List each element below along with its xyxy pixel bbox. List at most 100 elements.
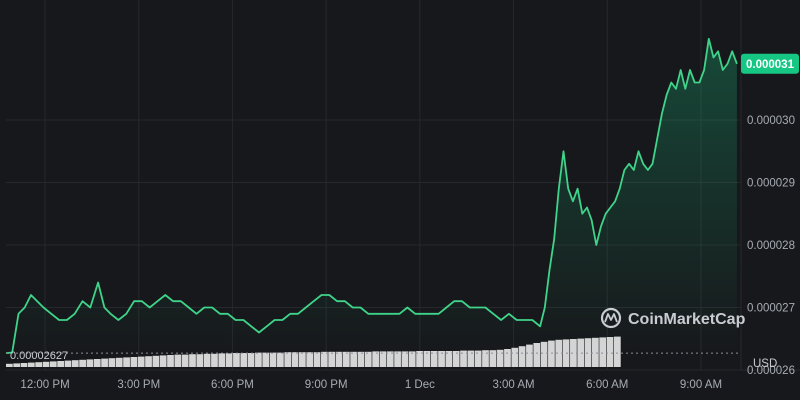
volume-bar [489, 350, 497, 367]
volume-bar [240, 353, 248, 367]
volume-bar [93, 359, 101, 367]
volume-bar [423, 351, 431, 367]
volume-bar [181, 354, 189, 367]
volume-bar [42, 361, 50, 367]
volume-bar [20, 363, 28, 367]
volume-bar [269, 352, 277, 367]
y-axis: 0.000026 0.000027 0.000028 0.000029 0.000030 [747, 115, 795, 377]
x-tick-label: 3:00 AM [492, 379, 534, 391]
volume-bar [35, 362, 43, 367]
x-axis: 12:00 PM 3:00 PM 6:00 PM 9:00 PM 1 Dec 3:00 A… [20, 379, 722, 391]
brand-name: CoinMarketCap [628, 311, 746, 328]
volume-bar [291, 352, 299, 367]
volume-bar [504, 349, 511, 367]
volume-bar [123, 357, 130, 367]
volume-bar [27, 362, 35, 367]
volume-bar [145, 356, 152, 367]
volume-bar [438, 351, 445, 367]
volume-bar [416, 351, 423, 367]
volume-bar [496, 349, 504, 367]
volume-bar [482, 350, 489, 367]
volume-bar [225, 353, 233, 367]
volume-bar [108, 358, 116, 367]
volume-bar [511, 347, 519, 367]
volume-bar [452, 351, 460, 367]
volume-bar [159, 355, 167, 367]
volume-bar [79, 359, 86, 367]
volume-bar [262, 352, 270, 367]
volume-bar [350, 351, 358, 367]
last-price-label: 0.000031 [746, 59, 795, 71]
price-line [5, 37, 738, 354]
volume-bar [284, 352, 292, 367]
volume-bar [203, 353, 211, 367]
volume-bar [13, 363, 21, 367]
volume-bar [101, 358, 108, 367]
volume-bar [277, 352, 284, 367]
volume-bar [218, 353, 226, 367]
volume-bar [467, 350, 475, 367]
volume-bar [64, 360, 72, 367]
volume-bar [526, 344, 533, 367]
volume-bar [255, 352, 262, 367]
volume-bar [548, 340, 555, 367]
volume-bar [401, 351, 409, 367]
volume-bar [71, 360, 79, 367]
volume-bar [533, 343, 541, 367]
price-area-fill [6, 38, 737, 354]
y-tick-label: 0.000029 [747, 178, 795, 190]
volume-bar [167, 355, 174, 367]
volume-bar [247, 353, 255, 367]
x-tick-label: 1 Dec [405, 379, 435, 391]
coinmarketcap-icon [600, 307, 622, 329]
volume-bar [394, 351, 401, 367]
volume-bar [86, 359, 94, 367]
volume-bar [233, 353, 240, 367]
volume-bar [115, 357, 123, 367]
volume-bar [6, 363, 13, 367]
x-tick-label: 6:00 AM [586, 379, 628, 391]
volume-bar [430, 351, 438, 367]
volume-bar [152, 355, 160, 367]
volume-bar [357, 351, 365, 367]
volume-bar [320, 351, 328, 367]
volume-bar [408, 351, 416, 367]
volume-bar [189, 354, 196, 367]
volume-bar [299, 352, 306, 367]
volume-bar [306, 352, 314, 367]
volume-bar [335, 351, 343, 367]
volume-bar [445, 351, 453, 367]
volume-bar [57, 361, 65, 367]
volume-bar [49, 361, 57, 367]
volume-bar [460, 350, 467, 367]
last-price-badge: 0.000031 [741, 53, 799, 74]
volume-bar [555, 339, 563, 367]
volume-bar [174, 354, 182, 367]
last-price-badge-bg [741, 53, 799, 74]
x-tick-label: 9:00 PM [305, 379, 348, 391]
volume-bar [518, 346, 526, 367]
y-tick-label: 0.000028 [747, 240, 795, 252]
volume-bar [196, 354, 204, 367]
y-tick-label: 0.000026 [747, 365, 795, 377]
volume-bar [364, 351, 372, 367]
volume-bar [379, 351, 387, 367]
volume-bar [372, 351, 379, 367]
x-tick-label: 6:00 PM [211, 379, 254, 391]
currency-label: USD [753, 358, 777, 370]
brand-logo: CoinMarketCap [600, 307, 746, 329]
volume-bar [313, 352, 321, 367]
volume-bar [130, 357, 138, 367]
volume-bar [386, 351, 394, 367]
volume-bar [540, 341, 548, 367]
y-tick-label: 0.000030 [747, 115, 795, 127]
x-tick-label: 12:00 PM [20, 379, 69, 391]
volume-bar [137, 356, 145, 367]
x-tick-label: 3:00 PM [117, 379, 160, 391]
volume-bar [211, 353, 218, 367]
open-price-label: 0.00002627 [10, 350, 68, 362]
x-tick-label: 9:00 AM [680, 379, 722, 391]
volume-bar [474, 350, 482, 367]
y-tick-label: 0.000027 [747, 303, 795, 315]
